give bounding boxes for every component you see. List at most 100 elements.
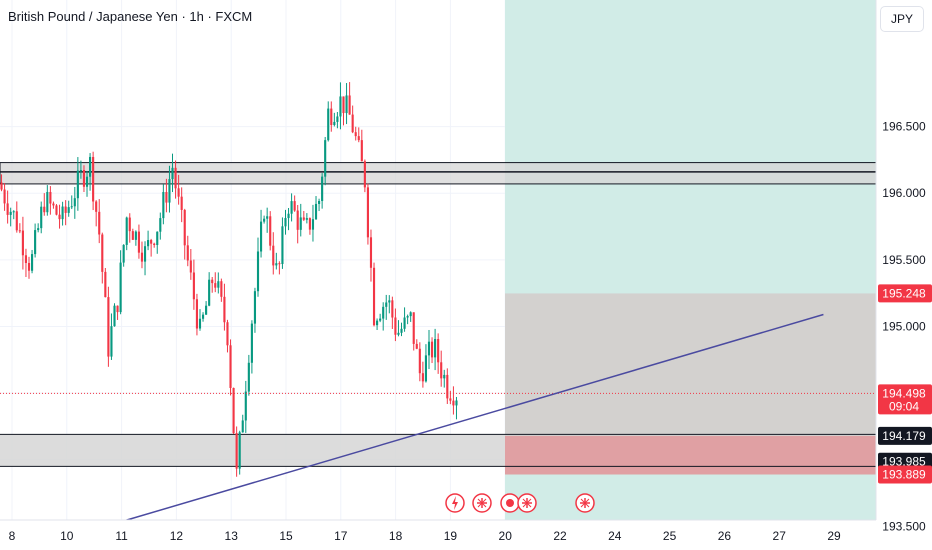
- uk-flag-event-icon[interactable]: [575, 493, 595, 513]
- candle-body: [275, 263, 278, 266]
- candle-body: [430, 341, 434, 358]
- price-tag-bg: [878, 284, 932, 303]
- candle-body: [46, 191, 49, 213]
- time-axis[interactable]: 8 10 11 12 13 15 17 18 19 20 22 24 25 26 27 29: [0, 519, 876, 550]
- candle-body: [122, 244, 125, 263]
- candle-body: [159, 218, 162, 232]
- candle-body: [434, 339, 437, 358]
- candle-body: [342, 96, 345, 114]
- candle-body: [156, 231, 159, 245]
- candle-body: [168, 179, 171, 203]
- uk-flag-event-icon[interactable]: [472, 493, 492, 513]
- price-tag-bg: [878, 384, 932, 415]
- candle-body: [247, 362, 250, 392]
- event-markers[interactable]: [445, 493, 595, 513]
- time-tick-label: 18: [389, 529, 403, 543]
- candle-body: [211, 279, 214, 284]
- price-tag: 193.889: [878, 465, 932, 484]
- price-tag-label: 194.179: [882, 429, 926, 443]
- candle-body: [287, 213, 290, 219]
- candle-body: [226, 322, 229, 346]
- candle-body: [208, 279, 211, 306]
- chart-title: British Pound / Japanese Yen · 1h · FXCM: [8, 9, 253, 24]
- candle-body: [351, 114, 354, 133]
- candle-body: [34, 230, 37, 255]
- candle-body: [415, 343, 418, 349]
- candle-body: [89, 156, 92, 177]
- uk-flag-event-icon[interactable]: [517, 493, 537, 513]
- candle-body: [250, 323, 253, 363]
- candle-body: [321, 176, 324, 201]
- flag-diag-b: [522, 498, 532, 508]
- price-tag-label: 193.985: [882, 455, 926, 469]
- candle-body: [82, 169, 86, 187]
- price-tick-label: 196.000: [882, 186, 926, 200]
- candle-body: [116, 305, 119, 313]
- candle-body: [125, 217, 128, 245]
- candle-body: [400, 328, 403, 333]
- candle-body: [140, 252, 144, 262]
- currency-button[interactable]: JPY: [880, 6, 924, 32]
- time-tick-label: 27: [773, 529, 787, 543]
- candle-body: [3, 189, 6, 204]
- candle-body: [70, 206, 73, 208]
- candle-body: [229, 345, 232, 388]
- time-tick-label: 15: [279, 529, 293, 543]
- candle-body: [95, 201, 98, 212]
- time-tick-label: 12: [170, 529, 184, 543]
- candle-body: [49, 191, 52, 204]
- candle-body: [406, 316, 409, 318]
- candle-body: [6, 203, 9, 215]
- candle-body: [76, 170, 79, 199]
- price-tag-label: 194.498: [882, 386, 926, 400]
- candle-body: [382, 306, 385, 319]
- candle-body: [205, 305, 208, 315]
- candle-body: [256, 251, 260, 292]
- candle-body: [143, 246, 147, 262]
- candle-body: [180, 196, 183, 210]
- candle-body: [235, 433, 238, 469]
- price-tick-label: 196.500: [882, 120, 926, 134]
- record-event-icon[interactable]: [500, 493, 520, 513]
- candle-body: [333, 121, 336, 125]
- candle-body: [369, 237, 373, 268]
- candle-body: [214, 283, 217, 288]
- candle-body: [409, 312, 412, 317]
- time-tick-label: 10: [60, 529, 74, 543]
- candle-body: [119, 262, 122, 313]
- lightning-event-icon[interactable]: [445, 493, 465, 513]
- candle-body: [259, 221, 263, 252]
- time-tick-label: 26: [718, 529, 732, 543]
- candle-body: [241, 420, 244, 433]
- candle-body: [137, 231, 140, 253]
- candle-body: [186, 245, 189, 261]
- price-tick-label: 195.000: [882, 319, 926, 333]
- candle-body: [18, 230, 21, 232]
- candle-body: [174, 167, 177, 189]
- candle-body: [345, 95, 348, 114]
- price-tag-bg: [878, 426, 932, 445]
- candle-body: [296, 210, 299, 230]
- candle-body: [52, 203, 55, 206]
- candle-body: [357, 136, 360, 141]
- candle-body: [73, 198, 76, 207]
- candle-body: [162, 191, 165, 219]
- time-axis-bg: [0, 520, 876, 550]
- chart-overlays: [0, 313, 876, 530]
- price-tag: 195.248: [878, 284, 932, 303]
- candle-body: [9, 211, 12, 215]
- candle-body: [336, 116, 339, 122]
- price-axis[interactable]: 196.500196.000195.500195.000194.500194.0…: [875, 0, 932, 550]
- candle-body: [324, 140, 327, 177]
- candle-body: [85, 176, 89, 187]
- candle-body: [363, 161, 366, 188]
- candle-body: [134, 231, 137, 240]
- candle-body: [348, 95, 351, 115]
- candle-body: [394, 317, 397, 335]
- candle-body: [424, 355, 428, 382]
- candle-body: [92, 156, 95, 202]
- time-tick-label: 11: [115, 529, 128, 543]
- risk-zone: [505, 435, 876, 475]
